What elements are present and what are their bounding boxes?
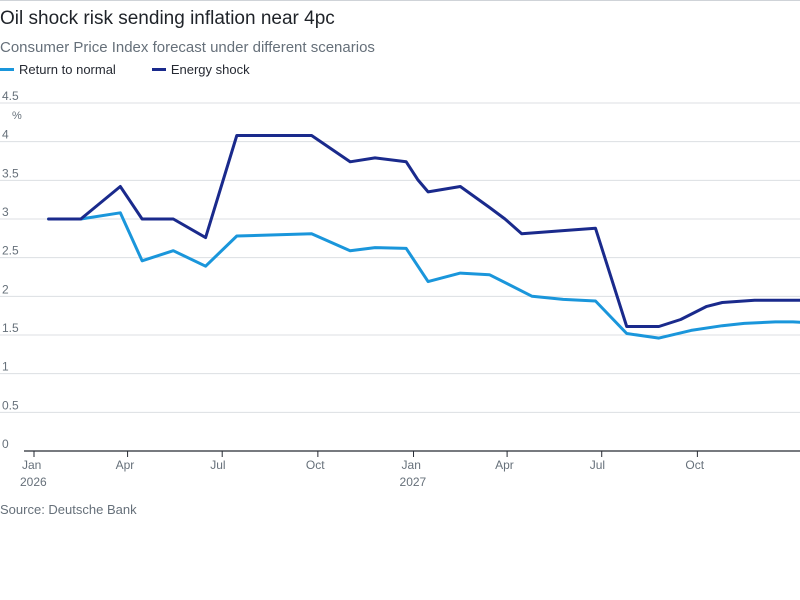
chart-subtitle: Consumer Price Index forecast under diff… — [0, 39, 375, 56]
x-tick-year-label: 2026 — [20, 475, 47, 489]
series-line-energy-shock — [47, 134, 800, 328]
y-tick-label: 2 — [2, 282, 9, 296]
x-tick-year-label: 2027 — [400, 475, 427, 489]
x-tick-label: Oct — [306, 458, 325, 472]
source-note: Source: Deutsche Bank — [0, 502, 137, 517]
legend-swatch-return-to-normal — [0, 68, 14, 71]
y-axis-unit: % — [12, 110, 22, 122]
legend-item-energy-shock: Energy shock — [151, 62, 250, 77]
y-tick-label: 4.5 — [2, 89, 19, 103]
y-tick-label: 0.5 — [2, 398, 19, 412]
y-tick-label: 0 — [2, 437, 9, 451]
x-tick-label: Apr — [116, 458, 135, 472]
y-tick-label: 1.5 — [2, 321, 19, 335]
legend-label-energy-shock: Energy shock — [170, 62, 250, 77]
x-tick-label: Oct — [685, 458, 704, 472]
y-tick-label: 3.5 — [2, 166, 19, 180]
y-tick-label: 3 — [2, 205, 9, 219]
legend-label-return-to-normal: Return to normal — [19, 62, 116, 77]
y-tick-label: 1 — [2, 360, 9, 374]
y-tick-label: 2.5 — [2, 244, 19, 258]
chart-title: Oil shock risk sending inflation near 4p… — [0, 8, 335, 29]
series-line-return-to-normal — [47, 211, 800, 340]
x-tick-label: Apr — [495, 458, 514, 472]
x-tick-label: Jul — [590, 458, 605, 472]
y-tick-label: 4 — [2, 128, 9, 142]
x-tick-label: Jan — [402, 458, 421, 472]
legend-swatch-energy-shock — [151, 68, 166, 71]
x-tick-label: Jan — [22, 458, 41, 472]
top-rule — [0, 0, 800, 1]
legend: Return to normal Energy shock — [0, 62, 286, 77]
x-tick-label: Jul — [210, 458, 225, 472]
legend-item-return-to-normal: Return to normal — [0, 62, 116, 77]
